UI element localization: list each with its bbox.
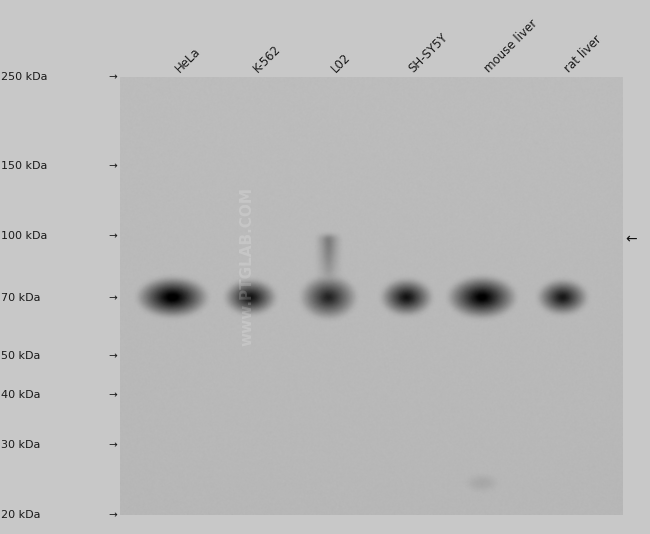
Text: →: → xyxy=(108,440,117,450)
Text: www.PTGLAB.COM: www.PTGLAB.COM xyxy=(239,187,255,347)
Text: →: → xyxy=(108,293,117,303)
Text: L02: L02 xyxy=(329,50,353,75)
Text: 30 kDa: 30 kDa xyxy=(1,440,41,450)
Text: →: → xyxy=(108,511,117,520)
Text: →: → xyxy=(108,73,117,82)
Text: K-562: K-562 xyxy=(251,42,283,75)
Text: mouse liver: mouse liver xyxy=(482,17,540,75)
Text: 50 kDa: 50 kDa xyxy=(1,351,41,362)
Text: HeLa: HeLa xyxy=(173,44,203,75)
Text: 20 kDa: 20 kDa xyxy=(1,511,41,520)
Text: →: → xyxy=(108,161,117,171)
Text: 250 kDa: 250 kDa xyxy=(1,73,48,82)
Text: rat liver: rat liver xyxy=(562,33,604,75)
Text: SH-SY5Y: SH-SY5Y xyxy=(407,30,451,75)
Text: 150 kDa: 150 kDa xyxy=(1,161,47,171)
Text: →: → xyxy=(108,231,117,241)
Text: →: → xyxy=(108,351,117,362)
Text: 40 kDa: 40 kDa xyxy=(1,390,41,400)
Text: 70 kDa: 70 kDa xyxy=(1,293,41,303)
Text: →: → xyxy=(108,390,117,400)
Text: 100 kDa: 100 kDa xyxy=(1,231,47,241)
Text: ←: ← xyxy=(625,232,637,246)
